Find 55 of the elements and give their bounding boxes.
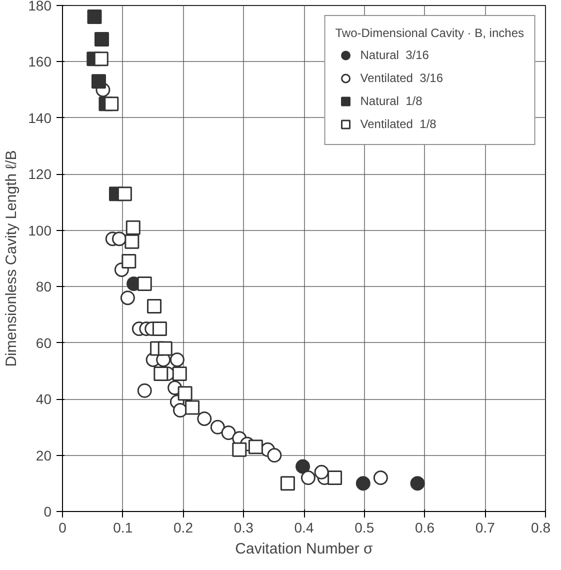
point xyxy=(172,366,187,382)
point xyxy=(172,403,188,418)
point xyxy=(296,459,310,474)
point xyxy=(154,366,168,382)
x-tick-label: 0.4 xyxy=(294,520,314,536)
point xyxy=(147,299,162,314)
y-tick-label: 80 xyxy=(36,278,52,295)
x-tick-label: 0.7 xyxy=(475,520,496,536)
x-axis-title: Cavitation Number σ xyxy=(235,540,374,558)
point xyxy=(328,470,342,486)
y-tick-label: 20 xyxy=(36,447,52,464)
point xyxy=(104,96,119,112)
x-tick-label: 0.6 xyxy=(415,520,435,536)
y-tick-label: 160 xyxy=(28,54,52,70)
x-tick-label: 0 xyxy=(58,520,67,536)
legend-label: Ventilated 1/8 xyxy=(360,117,436,131)
point xyxy=(120,290,135,306)
point xyxy=(94,32,109,46)
point xyxy=(185,400,200,415)
point xyxy=(152,322,167,336)
y-tick-label: 60 xyxy=(36,334,52,351)
point xyxy=(410,476,425,491)
y-tick-label: 140 xyxy=(28,110,52,126)
point xyxy=(87,9,102,24)
y-tick-label: 100 xyxy=(28,222,52,238)
x-tick-label: 0.2 xyxy=(174,520,194,536)
point xyxy=(122,254,136,269)
x-tick-label: 0.8 xyxy=(531,520,551,536)
legend-label: Natural 3/16 xyxy=(360,48,429,62)
point xyxy=(248,440,263,454)
point xyxy=(91,74,106,89)
legend-title: Two-Dimensional Cavity · B, inches xyxy=(335,26,524,40)
point xyxy=(158,341,172,356)
x-tick-label: 0.1 xyxy=(113,520,133,536)
point xyxy=(126,220,140,235)
point xyxy=(124,234,140,249)
point xyxy=(356,476,370,491)
y-tick-label: 180 xyxy=(28,0,52,14)
legend-label: Natural 1/8 xyxy=(360,94,422,108)
point xyxy=(232,442,247,457)
point xyxy=(117,186,132,202)
point xyxy=(137,276,152,292)
legend-label: Ventilated 3/16 xyxy=(360,71,443,85)
point xyxy=(94,52,108,66)
y-axis-title: Dimensionless Cavity Length ℓ/B xyxy=(3,150,20,367)
point xyxy=(280,476,295,491)
point xyxy=(314,464,329,480)
point xyxy=(112,232,127,246)
x-tick-label: 0.5 xyxy=(354,520,374,536)
y-tick-label: 120 xyxy=(28,166,52,182)
point xyxy=(267,448,282,463)
y-tick-label: 0 xyxy=(44,504,52,520)
y-tick-label: 40 xyxy=(36,391,52,408)
x-tick-label: 0.3 xyxy=(234,520,254,536)
point xyxy=(178,386,192,401)
